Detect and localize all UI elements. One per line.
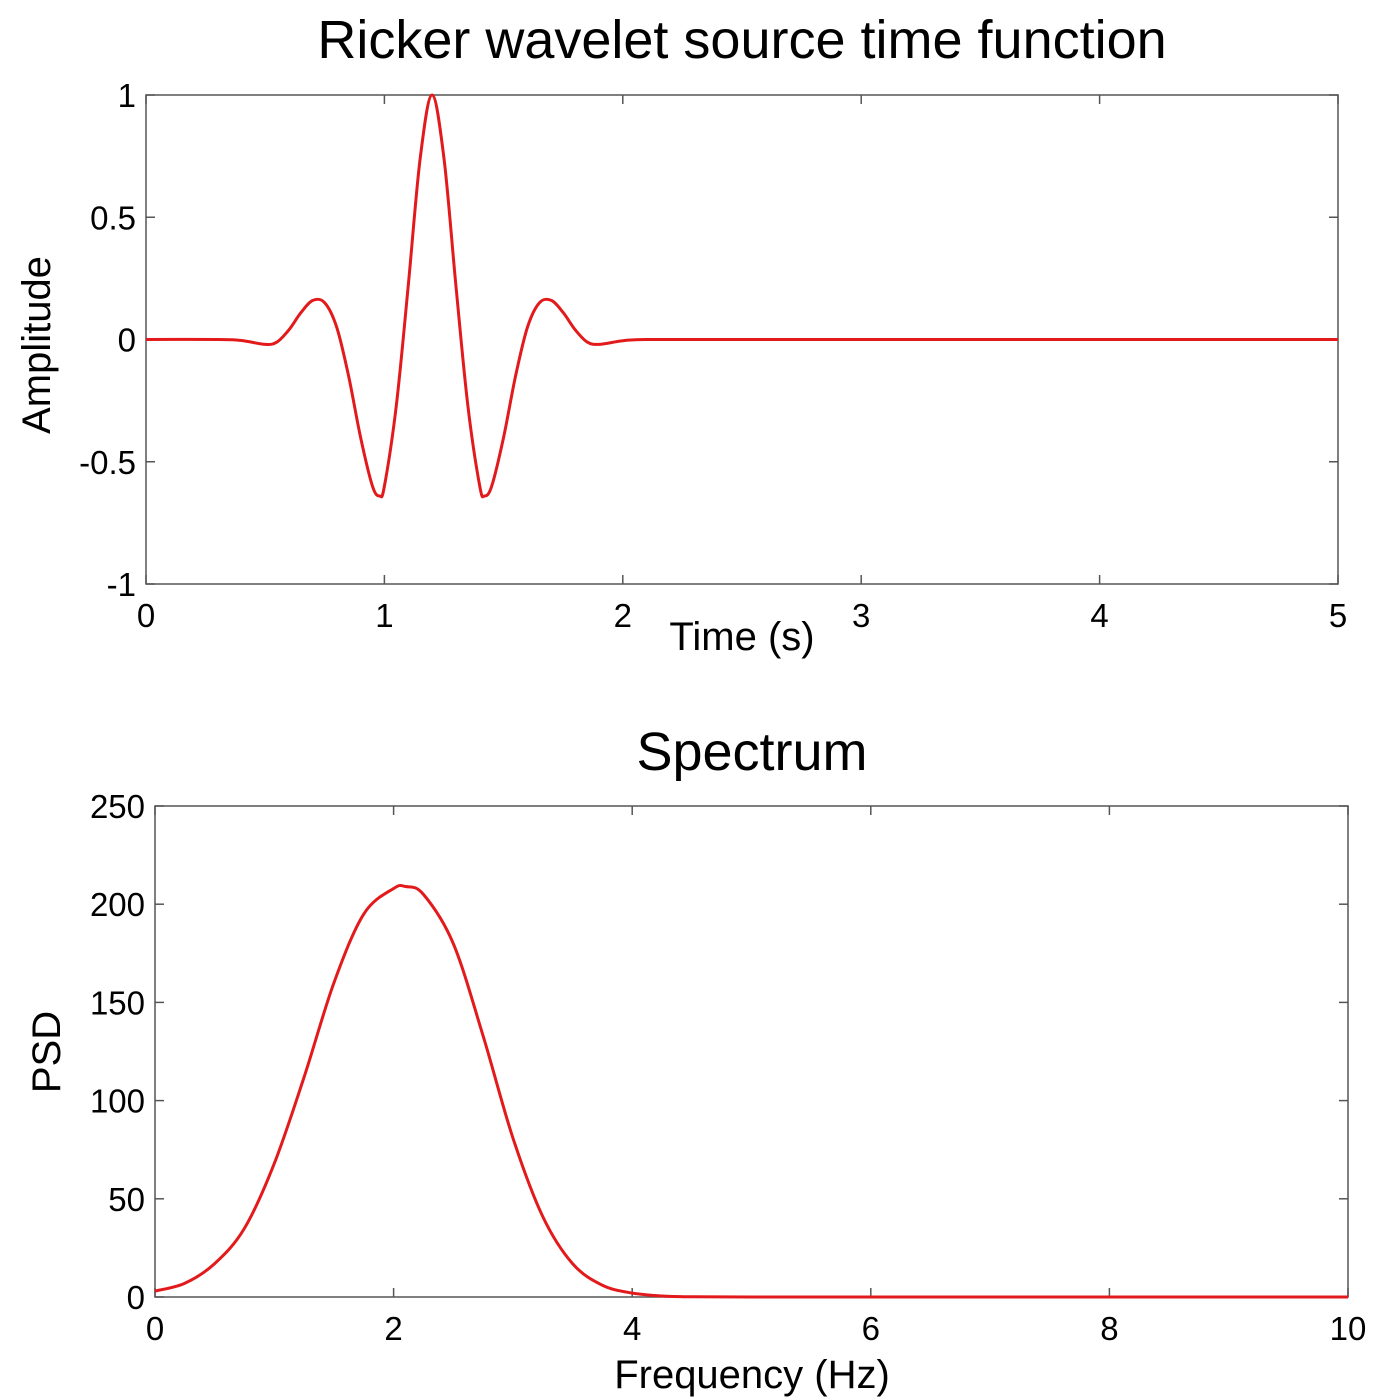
wavelet-y-tick-label: 0	[118, 322, 136, 359]
spectrum-y-tick-label: 100	[90, 1083, 145, 1120]
spectrum-y-tick-label: 200	[90, 886, 145, 923]
wavelet-series-line	[145, 93, 1338, 499]
spectrum-title: Spectrum	[636, 722, 867, 782]
wavelet-y-tick-label: -0.5	[79, 444, 136, 481]
wavelet-x-tick-label: 4	[1090, 597, 1108, 634]
spectrum-x-tick-label: 6	[862, 1310, 880, 1347]
spectrum-y-tick-label: 150	[90, 984, 145, 1021]
wavelet-y-axis-label: Amplitude	[15, 256, 59, 434]
spectrum-y-tick-label: 50	[108, 1181, 145, 1218]
wavelet-x-tick-label: 0	[137, 597, 155, 634]
wavelet-y-tick-label: 0.5	[90, 199, 136, 236]
spectrum-x-tick-label: 2	[384, 1310, 402, 1347]
spectrum-y-tick-label: 0	[127, 1279, 145, 1316]
wavelet-title: Ricker wavelet source time function	[317, 10, 1166, 70]
wavelet-x-tick-label: 3	[852, 597, 870, 634]
wavelet-y-tick-label: 1	[118, 77, 136, 114]
wavelet-x-tick-label: 1	[375, 597, 393, 634]
spectrum-x-tick-label: 4	[623, 1310, 641, 1347]
wavelet-panel: Ricker wavelet source time function 0 1 2 3…	[15, 10, 1347, 659]
wavelet-y-tick-label: -1	[107, 566, 136, 603]
spectrum-series-line	[154, 883, 1348, 1299]
spectrum-plot-area	[154, 805, 1349, 1298]
spectrum-x-tick-label: 0	[146, 1310, 164, 1347]
spectrum-x-tick-label: 8	[1100, 1310, 1118, 1347]
spectrum-x-tick-label: 10	[1330, 1310, 1367, 1347]
wavelet-x-tick-label: 2	[614, 597, 632, 634]
spectrum-x-axis-label: Frequency (Hz)	[614, 1353, 890, 1397]
wavelet-x-tick-label: 5	[1329, 597, 1347, 634]
wavelet-x-axis-label: Time (s)	[669, 615, 814, 659]
wavelet-ticks: 0 1 2 3 4 5 -1 -0.5 0 0.5 1	[79, 77, 1347, 634]
spectrum-y-axis-label: PSD	[25, 1011, 69, 1093]
spectrum-y-tick-label: 250	[90, 788, 145, 825]
